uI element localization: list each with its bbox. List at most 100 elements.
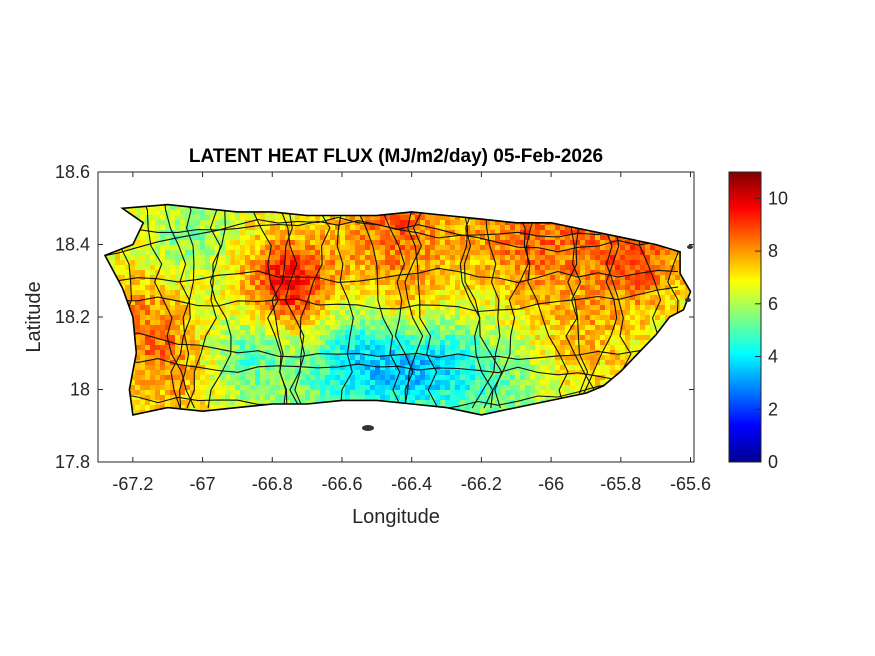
heat-cell — [540, 235, 546, 241]
heat-cell — [180, 245, 186, 251]
heat-cell — [295, 285, 301, 291]
heat-cell — [395, 360, 401, 366]
heat-cell — [535, 260, 541, 266]
heat-cell — [275, 365, 281, 371]
heat-cell — [340, 280, 346, 286]
heat-cell — [305, 390, 311, 396]
heat-cell — [210, 395, 216, 401]
heat-cell — [380, 350, 386, 356]
heat-cell — [630, 335, 636, 341]
heat-cell — [215, 355, 221, 361]
heat-cell — [305, 340, 311, 346]
heat-cell — [160, 275, 166, 281]
heat-cell — [395, 335, 401, 341]
heat-cell — [445, 270, 451, 276]
heat-cell — [540, 300, 546, 306]
heat-cell — [195, 395, 201, 401]
heat-cell — [600, 320, 606, 326]
heat-cell — [450, 350, 456, 356]
heat-cell — [530, 335, 536, 341]
heat-cell — [220, 295, 226, 301]
heat-cell — [245, 280, 251, 286]
heat-cell — [580, 245, 586, 251]
heat-cell — [515, 320, 521, 326]
heat-cell — [520, 320, 526, 326]
heat-cell — [355, 340, 361, 346]
heat-cell — [505, 260, 511, 266]
heat-cell — [410, 375, 416, 381]
heat-cell — [645, 285, 651, 291]
heat-cell — [410, 355, 416, 361]
heat-cell — [560, 225, 566, 231]
heat-cell — [580, 360, 586, 366]
heat-cell — [255, 330, 261, 336]
heat-cell — [440, 345, 446, 351]
heat-cell — [135, 300, 141, 306]
heat-cell — [270, 375, 276, 381]
heat-cell — [610, 320, 616, 326]
heat-cell — [120, 255, 126, 261]
heat-cell — [375, 345, 381, 351]
heat-cell — [330, 275, 336, 281]
heat-cell — [585, 250, 591, 256]
heat-cell — [210, 360, 216, 366]
heat-cell — [250, 340, 256, 346]
heat-cell — [615, 310, 621, 316]
heat-cell — [605, 345, 611, 351]
heat-cell — [600, 305, 606, 311]
heat-cell — [430, 275, 436, 281]
heat-cell — [140, 370, 146, 376]
heat-cell — [445, 240, 451, 246]
heat-cell — [400, 360, 406, 366]
heat-cell — [470, 380, 476, 386]
heat-cell — [495, 325, 501, 331]
heat-cell — [465, 390, 471, 396]
heat-cell — [170, 390, 176, 396]
heat-cell — [440, 250, 446, 256]
heat-cell — [185, 235, 191, 241]
heat-cell — [380, 230, 386, 236]
heat-cell — [215, 375, 221, 381]
heat-cell — [470, 235, 476, 241]
heat-cell — [350, 260, 356, 266]
heat-cell — [455, 275, 461, 281]
heat-cell — [510, 320, 516, 326]
heat-cell — [245, 320, 251, 326]
heat-cell — [515, 285, 521, 291]
heat-cell — [515, 360, 521, 366]
heat-cell — [365, 315, 371, 321]
heat-cell — [535, 330, 541, 336]
heat-cell — [545, 335, 551, 341]
heat-cell — [395, 260, 401, 266]
heat-cell — [160, 335, 166, 341]
heat-cell — [510, 295, 516, 301]
heat-cell — [465, 325, 471, 331]
heat-cell — [200, 405, 206, 411]
heat-cell — [365, 280, 371, 286]
heat-cell — [560, 300, 566, 306]
heat-cell — [335, 320, 341, 326]
heat-cell — [215, 270, 221, 276]
heat-cell — [135, 375, 141, 381]
heat-cell — [140, 280, 146, 286]
heat-cell — [190, 240, 196, 246]
heat-cell — [280, 310, 286, 316]
heat-cell — [170, 245, 176, 251]
heat-cell — [525, 345, 531, 351]
heat-cell — [550, 275, 556, 281]
heat-cell — [555, 320, 561, 326]
heat-cell — [135, 345, 141, 351]
heat-cell — [345, 390, 351, 396]
heat-cell — [475, 400, 481, 406]
heat-cell — [360, 350, 366, 356]
heat-cell — [605, 300, 611, 306]
heat-cell — [150, 265, 156, 271]
heat-cell — [345, 230, 351, 236]
heat-cell — [200, 260, 206, 266]
heat-cell — [595, 345, 601, 351]
heat-cell — [415, 385, 421, 391]
heat-cell — [180, 280, 186, 286]
heat-cell — [420, 270, 426, 276]
heat-cell — [235, 270, 241, 276]
heat-cell — [205, 215, 211, 221]
